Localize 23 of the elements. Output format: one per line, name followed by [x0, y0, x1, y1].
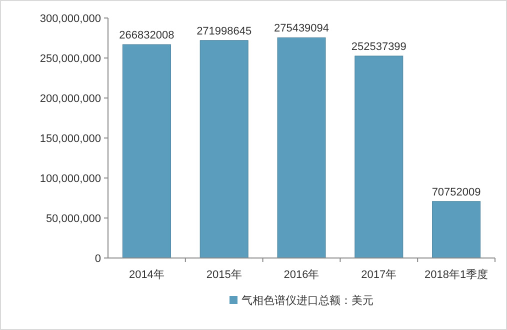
y-tick-label: 200,000,000 [40, 93, 101, 105]
x-tick-label: 2016年 [284, 269, 320, 281]
data-label: 70752009 [432, 186, 481, 198]
bar [122, 44, 171, 258]
legend-label: 气相色谱仪进口总额：美元 [242, 294, 374, 307]
x-tick-label: 2015年 [206, 269, 242, 281]
y-tick-label: 100,000,000 [40, 173, 101, 185]
bar [432, 201, 481, 258]
y-tick-label: 50,000,000 [46, 213, 101, 225]
y-tick-label: 300,000,000 [40, 13, 101, 25]
bar [200, 40, 248, 258]
data-label: 252537399 [351, 40, 406, 53]
x-tick-label: 2018年1季度 [424, 268, 488, 281]
bar [277, 37, 326, 258]
data-label: 275439094 [274, 22, 330, 35]
x-tick-label: 2014年 [128, 269, 164, 281]
data-label: 266832008 [119, 30, 174, 42]
bar [354, 56, 404, 258]
x-tick-label: 2017年 [361, 269, 397, 281]
y-tick-label: 250,000,000 [40, 53, 101, 65]
data-label: 271998645 [196, 25, 252, 38]
y-tick-label: 150,000,000 [40, 133, 101, 145]
y-tick-label: 0 [94, 253, 101, 265]
